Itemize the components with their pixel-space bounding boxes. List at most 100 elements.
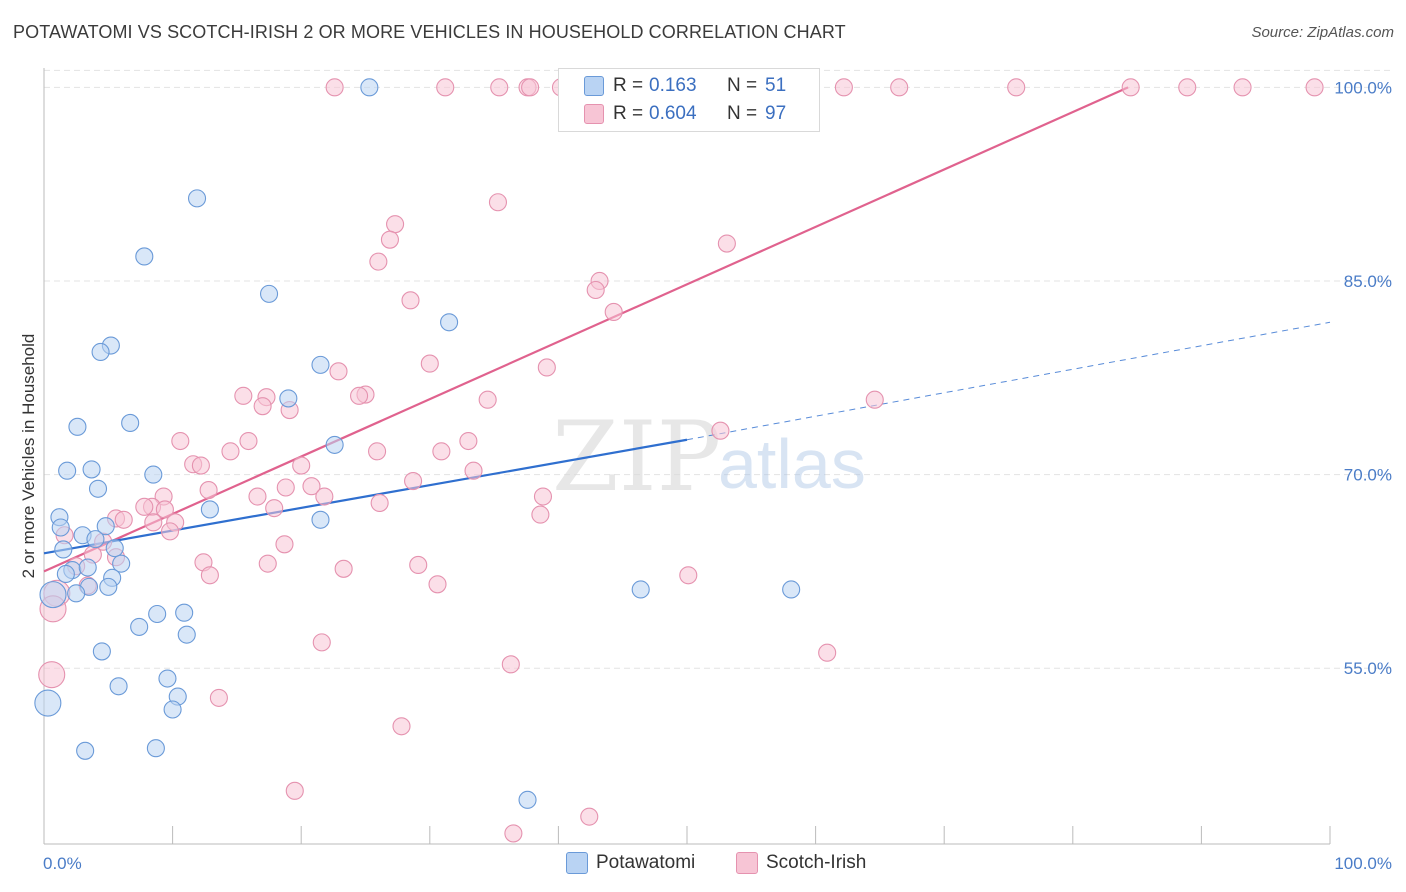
scotch-irish-point [834, 78, 853, 97]
legend-r-value: 0.163 [649, 75, 697, 96]
potawatomi-point [259, 284, 279, 303]
scotch-irish-point [392, 717, 411, 736]
scotch-irish-point [315, 487, 334, 506]
watermark-atlas: atlas [718, 425, 866, 503]
scotch-irish-point [380, 230, 399, 249]
scotch-irish-point [239, 431, 258, 451]
potawatomi-point [92, 642, 111, 661]
potawatomi-point [631, 580, 650, 599]
gridlines [44, 69, 1392, 669]
scotch-irish-point [501, 655, 520, 674]
scotch-irish-point [1305, 78, 1324, 97]
potawatomi-point [91, 342, 110, 362]
scotch-irish-point [248, 487, 267, 506]
scotch-irish-point [401, 291, 420, 310]
scotch-irish-point [432, 442, 451, 461]
scotch-irish-point [325, 78, 344, 97]
potawatomi-point [54, 540, 73, 559]
source-label: Source: ZipAtlas.com [1251, 24, 1394, 41]
scotch-irish-point [275, 535, 294, 554]
legend: R = 0.163 N = 51 R = 0.604 N = 97 [558, 68, 820, 132]
scotch-irish-point [144, 513, 163, 532]
potawatomi-point [112, 554, 131, 573]
scotch-irish-point [464, 461, 483, 480]
potawatomi-point [67, 584, 86, 603]
scotch-irish-point [160, 522, 180, 541]
legend-row-potawatomi: R = 0.163 N = 51 [584, 73, 786, 99]
scotch-irish-point [490, 78, 509, 97]
scotch-irish-point [370, 493, 389, 513]
scotch-irish-point [531, 505, 550, 524]
scotch-irish-point [818, 643, 837, 662]
scotch-irish-point [586, 280, 605, 300]
scotch-irish-point [1233, 78, 1252, 97]
scotch-irish-point [679, 566, 698, 585]
scotch-irish-point [253, 397, 272, 416]
potawatomi-point [518, 790, 537, 809]
scotch-irish-point [191, 456, 210, 475]
legend-n-label: N = [727, 103, 758, 124]
legend-n-label: N = [727, 75, 758, 96]
scotch-irish-point [504, 824, 523, 843]
scotch-irish-point [580, 807, 599, 826]
scotch-irish-point [200, 566, 219, 585]
potawatomi-trend-line [43, 438, 688, 555]
scotch-irish-point [209, 688, 228, 707]
potawatomi-point [325, 435, 344, 454]
scotch-irish-point [285, 781, 304, 800]
potawatomi-point [146, 739, 165, 758]
scotch-irish-trend-line [43, 86, 1129, 573]
bottom-legend-potawatomi[interactable]: Potawatomi [566, 852, 695, 874]
scotch-irish-point [234, 386, 253, 405]
potawatomi-point [109, 677, 128, 696]
legend-n-value: 97 [765, 103, 787, 124]
bottom-legend-scotch-irish[interactable]: Scotch-Irish [736, 852, 866, 874]
scotch-irish-point [292, 456, 311, 475]
scotch-irish-point [521, 78, 540, 97]
potawatomi-point [58, 461, 77, 480]
scotch-irish-point [890, 78, 909, 97]
potawatomi-point [121, 413, 140, 433]
scotch-irish-point [409, 555, 428, 574]
scotch-irish-point [38, 661, 66, 689]
potawatomi-point [68, 417, 87, 436]
x-tick-label-end: 100.0% [1334, 854, 1392, 873]
potawatomi-point [279, 389, 298, 408]
scotch-irish-point [711, 421, 730, 440]
y-tick-label: 100.0% [1334, 78, 1392, 97]
legend-swatch-blue [584, 76, 604, 96]
potawatomi-point [88, 479, 108, 498]
scotch-irish-point [478, 390, 497, 409]
potawatomi-point [39, 581, 67, 609]
watermark-zip: ZIP [552, 401, 721, 513]
scotch-irish-point [537, 358, 556, 377]
watermark: ZIP atlas [552, 401, 866, 513]
potawatomi-point [99, 577, 118, 596]
potawatomi-points [34, 78, 801, 809]
scotch-irish-point [1178, 78, 1197, 97]
scotch-irish-point [386, 215, 405, 234]
scotch-irish-point [312, 633, 331, 652]
scotch-irish-point [114, 510, 133, 529]
potawatomi-point [360, 78, 379, 97]
y-tick-label: 85.0% [1344, 272, 1392, 291]
scotch-irish-point [350, 386, 369, 405]
scotch-irish-point [334, 559, 353, 578]
potawatomi-point [311, 510, 330, 529]
potawatomi-point [82, 460, 101, 479]
scotch-irish-point [155, 500, 174, 519]
bottom-legend-swatch-blue [566, 852, 588, 874]
y-tick-label: 70.0% [1344, 466, 1392, 485]
potawatomi-point [200, 500, 219, 519]
trend-lines [43, 86, 1331, 573]
bottom-legend: Potawatomi Scotch-Irish [0, 852, 1406, 878]
scotch-irish-point [276, 478, 295, 497]
scotch-irish-point [717, 234, 736, 253]
potawatomi-point [105, 539, 124, 558]
potawatomi-point [76, 741, 95, 760]
scotch-irish-point [459, 431, 478, 451]
scotch-irish-point [368, 442, 387, 461]
scotch-irish-point [865, 390, 884, 409]
scotch-irish-point [404, 471, 423, 491]
y-axis-label: 2 or more Vehicles in Household [19, 334, 38, 579]
